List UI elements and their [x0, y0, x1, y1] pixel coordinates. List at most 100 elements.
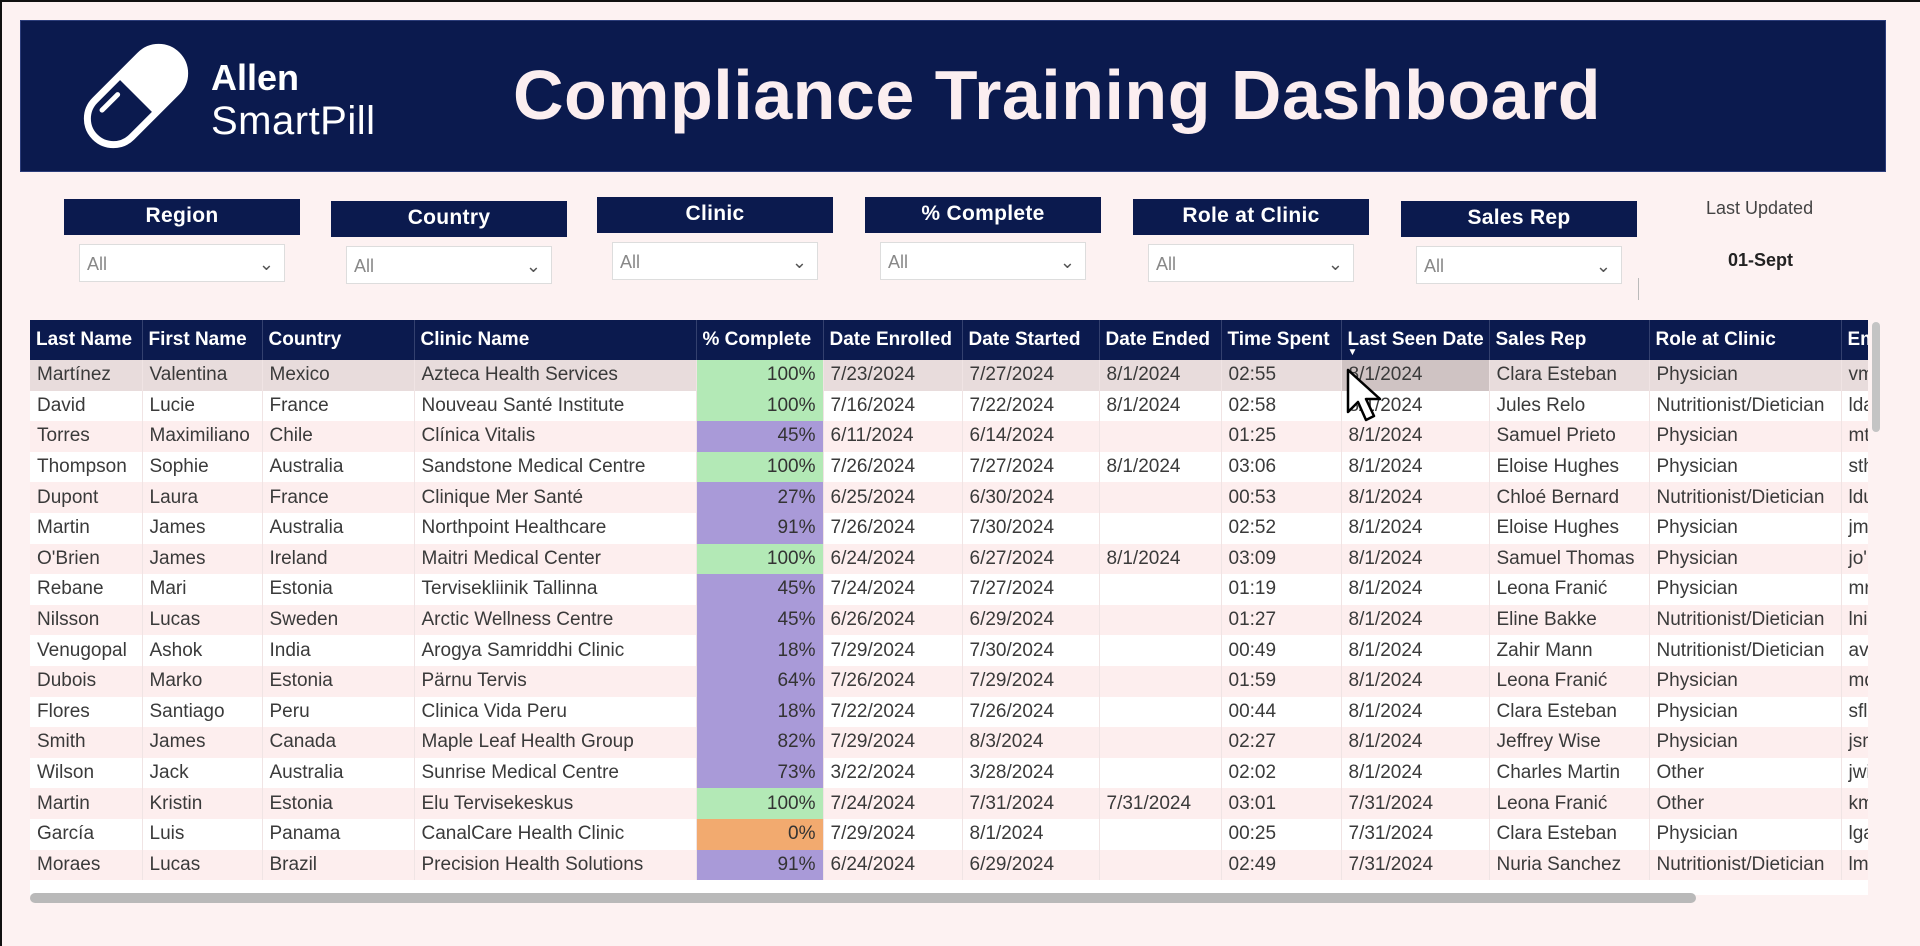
table-row[interactable]: Thompson Sophie Australia Sandstone Medical…	[30, 451, 1868, 483]
column-header-em[interactable]: Em	[1841, 320, 1868, 360]
table-row[interactable]: Martínez Valentina Mexico Azteca Health Ser…	[30, 360, 1868, 391]
table-cell: 8/1/2024	[1341, 635, 1490, 666]
table-cell: 7/22/2024	[962, 390, 1100, 422]
table-cell: 100%	[696, 543, 824, 575]
compliance-table[interactable]: Last Name First Name Country Clinic Name % C…	[30, 320, 1868, 895]
table-cell: jsm	[1841, 727, 1868, 758]
table-cell: Nuria Sanchez	[1489, 849, 1650, 881]
horizontal-scrollbar[interactable]	[30, 893, 1696, 903]
chevron-down-icon: ⌄	[525, 256, 541, 276]
table-cell: Clínica Vitalis	[414, 421, 697, 452]
table-row[interactable]: Wilson Jack Australia Sunrise Medical Centr…	[30, 757, 1868, 789]
table-cell: Physician	[1649, 727, 1842, 758]
table-cell: 7/26/2024	[823, 512, 963, 544]
sort-desc-icon: ▼	[1347, 347, 1358, 358]
table-cell: Nilsson	[30, 604, 143, 636]
slicer-pct-complete-dropdown[interactable]: All ⌄	[880, 242, 1086, 280]
table-cell: 91%	[696, 849, 824, 881]
column-header-complete[interactable]: % Complete	[696, 320, 824, 360]
slicer-region-label: Region	[64, 199, 300, 235]
brand-subname: SmartPill	[211, 99, 376, 143]
table-cell: 02:52	[1221, 512, 1342, 544]
column-header-first-name[interactable]: First Name	[142, 320, 263, 360]
table-cell: Nutritionist/Dietician	[1649, 482, 1842, 513]
slicer-region-dropdown[interactable]: All ⌄	[79, 244, 285, 282]
table-cell	[1099, 635, 1222, 666]
table-cell: 7/24/2024	[823, 574, 963, 605]
vertical-scrollbar[interactable]	[1872, 322, 1880, 432]
divider	[1638, 278, 1639, 300]
table-cell: sflo	[1841, 696, 1868, 728]
table-row[interactable]: Venugopal Ashok India Arogya Samriddhi Clin…	[30, 635, 1868, 666]
table-cell: 01:19	[1221, 574, 1342, 605]
table-row[interactable]: Nilsson Lucas Sweden Arctic Wellness Centre…	[30, 604, 1868, 636]
table-cell	[1099, 849, 1222, 881]
table-cell: Lucas	[142, 849, 263, 881]
table-cell: Physician	[1649, 665, 1842, 697]
table-row[interactable]: Rebane Mari Estonia Tervisekliinik Tallinna…	[30, 574, 1868, 605]
table-cell: 7/27/2024	[962, 574, 1100, 605]
column-header-time-spent[interactable]: Time Spent	[1221, 320, 1342, 360]
table-row[interactable]: García Luis Panama CanalCare Health Clinic 0…	[30, 818, 1868, 850]
table-cell: 01:25	[1221, 421, 1342, 452]
table-cell: 03:09	[1221, 543, 1342, 575]
table-cell: 8/1/2024	[962, 818, 1100, 850]
slicer-country-dropdown[interactable]: All ⌄	[346, 246, 552, 284]
last-updated-label: Last Updated	[1706, 198, 1814, 218]
table-row[interactable]: Dupont Laura France Clinique Mer Santé 27% 6/…	[30, 482, 1868, 513]
slicer-pct-complete: % Complete All ⌄	[865, 197, 1101, 280]
column-header-label: Role at Clinic	[1655, 329, 1776, 350]
table-cell: Estonia	[262, 574, 415, 605]
table-cell: Leona Franić	[1489, 574, 1650, 605]
table-cell: CanalCare Health Clinic	[414, 818, 697, 850]
table-cell	[1099, 757, 1222, 789]
table-cell: Eloise Hughes	[1489, 512, 1650, 544]
slicer-sales-rep-dropdown[interactable]: All ⌄	[1416, 246, 1622, 284]
column-header-date-started[interactable]: Date Started	[962, 320, 1100, 360]
table-row[interactable]: David Lucie France Nouveau Santé Institute 1…	[30, 390, 1868, 422]
table-cell: Flores	[30, 696, 143, 728]
table-row[interactable]: Martin James Australia Northpoint Healthcar…	[30, 512, 1868, 544]
column-header-label: First Name	[148, 329, 247, 350]
column-header-last-name[interactable]: Last Name	[30, 320, 143, 360]
table-cell: 100%	[696, 390, 824, 422]
table-row[interactable]: Flores Santiago Peru Clinica Vida Peru 18% 7/…	[30, 696, 1868, 728]
table-cell: 45%	[696, 604, 824, 636]
table-cell: James	[142, 543, 263, 575]
table-cell: 6/25/2024	[823, 482, 963, 513]
table-cell	[1099, 574, 1222, 605]
column-header-country[interactable]: Country	[262, 320, 415, 360]
table-row[interactable]: Dubois Marko Estonia Pärnu Tervis 64% 7/26/20…	[30, 665, 1868, 697]
table-cell: km	[1841, 788, 1868, 819]
table-cell: Luis	[142, 818, 263, 850]
table-row[interactable]: Torres Maximiliano Chile Clínica Vitalis 45%…	[30, 421, 1868, 452]
slicer-role-dropdown[interactable]: All ⌄	[1148, 244, 1354, 282]
table-cell: 03:06	[1221, 451, 1342, 483]
table-cell: Samuel Thomas	[1489, 543, 1650, 575]
table-cell: Physician	[1649, 543, 1842, 575]
column-header-date-ended[interactable]: Date Ended	[1099, 320, 1222, 360]
column-header-last-seen-date[interactable]: Last Seen Date ▼	[1341, 320, 1490, 360]
column-header-sales-rep[interactable]: Sales Rep	[1489, 320, 1650, 360]
table-row[interactable]: Martin Kristin Estonia Elu Tervisekeskus 100…	[30, 788, 1868, 819]
slicer-country-value: All	[354, 256, 375, 276]
column-header-role-at-clinic[interactable]: Role at Clinic	[1649, 320, 1842, 360]
table-cell: Lucie	[142, 390, 263, 422]
table-cell: 8/1/2024	[1341, 451, 1490, 483]
table-cell: Laura	[142, 482, 263, 513]
column-header-clinic-name[interactable]: Clinic Name	[414, 320, 697, 360]
column-header-date-enrolled[interactable]: Date Enrolled	[823, 320, 963, 360]
table-row[interactable]: Smith James Canada Maple Leaf Health Group 8…	[30, 727, 1868, 758]
table-row[interactable]: Moraes Lucas Brazil Precision Health Soluti…	[30, 849, 1868, 881]
table-cell: France	[262, 482, 415, 513]
table-cell: Charles Martin	[1489, 757, 1650, 789]
table-cell: lda	[1841, 390, 1868, 422]
table-cell: 7/26/2024	[823, 451, 963, 483]
slicer-clinic-dropdown[interactable]: All ⌄	[612, 242, 818, 280]
table-row[interactable]: O'Brien James Ireland Maitri Medical Center…	[30, 543, 1868, 575]
table-cell: Sophie	[142, 451, 263, 483]
table-cell: Dupont	[30, 482, 143, 513]
table-cell: Leona Franić	[1489, 788, 1650, 819]
table-cell: 27%	[696, 482, 824, 513]
table-cell	[1099, 421, 1222, 452]
